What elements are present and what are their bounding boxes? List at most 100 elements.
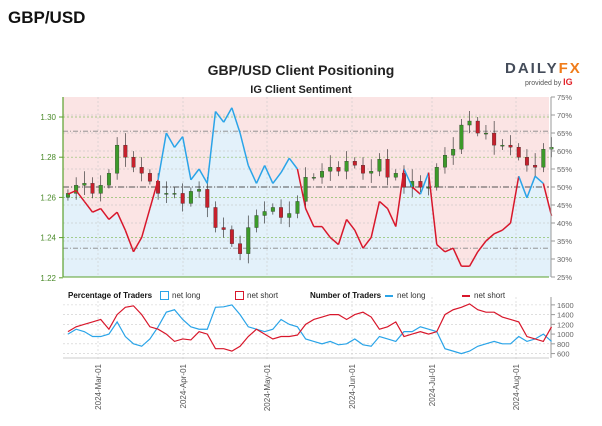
pct-tick-label: 35% (557, 237, 572, 246)
legend-num-title: Number of Traders (310, 291, 381, 300)
net-long-pct-segment (214, 110, 225, 123)
candle-body (467, 120, 472, 126)
logo-daily: DAILY (505, 60, 559, 77)
candle-body (90, 183, 95, 194)
candle-body (336, 167, 341, 172)
net-long-pct-segment (173, 136, 184, 148)
count-tick-label: 600 (557, 350, 570, 359)
date-tick-label: 2024-Apr-01 (179, 363, 188, 408)
legend-label: net long (172, 291, 201, 300)
candle-body (369, 171, 374, 174)
net-short-count-line (67, 303, 553, 352)
candle-body (508, 144, 513, 148)
candle-body (115, 144, 120, 174)
net-long-pct-segment (223, 107, 233, 123)
candle-body (279, 207, 283, 218)
net-long-pct-segment (452, 247, 463, 267)
net-long-pct-segment (231, 107, 241, 134)
candle-body (65, 193, 70, 198)
net-long-pct-segment (411, 186, 421, 195)
price-tick-label: 1.22 (40, 274, 56, 283)
net-long-pct-segment (493, 229, 503, 235)
candle-body (393, 173, 398, 178)
net-long-pct-segment (468, 251, 479, 267)
net-long-pct-segment (181, 136, 192, 180)
price-tick-label: 1.30 (40, 113, 56, 122)
net-long-pct-segment (272, 172, 282, 184)
net-long-pct-segment (75, 190, 85, 202)
net-long-pct-segment (534, 175, 544, 184)
candle-body (106, 173, 111, 186)
net-long-pct-segment (124, 229, 135, 253)
net-long-pct-segment (526, 175, 536, 199)
candle-body (385, 159, 390, 178)
legend-label: net short (474, 291, 506, 300)
net-long-pct-segment (419, 172, 430, 195)
net-long-pct-segment (444, 247, 454, 253)
date-tick-label: 2024-Mar-01 (94, 363, 103, 409)
date-tick-label: 2024-Jul-01 (428, 363, 437, 406)
pct-tick-label: 65% (557, 129, 572, 138)
candle-body (82, 183, 87, 186)
net-long-pct-segment (116, 211, 127, 231)
candle-body (418, 181, 423, 188)
net-long-pct-segment (436, 244, 446, 253)
candle-body (303, 177, 308, 202)
chart-title: GBP/USD Client Positioning (207, 62, 395, 78)
candle-body (492, 132, 497, 146)
net-long-pct-segment (542, 183, 553, 216)
pct-tick-label: 30% (557, 255, 572, 264)
candle-body (270, 207, 275, 212)
legend-num-short[interactable]: net short (462, 291, 505, 300)
count-tick-label: 800 (557, 340, 570, 349)
net-long-pct-segment (362, 236, 372, 249)
price-tick-label: 1.28 (40, 153, 56, 162)
long-line-icon (385, 294, 393, 297)
candle-body (500, 144, 505, 147)
pct-tick-label: 70% (557, 111, 572, 120)
net-long-pct-segment (149, 179, 159, 209)
candle-body (328, 167, 333, 172)
net-long-pct-segment (509, 176, 520, 224)
net-long-pct-segment (395, 168, 405, 227)
legend-pct-label: Percentage of Traders (68, 291, 153, 300)
ig-logo: IG (563, 77, 573, 87)
legend-pct-long[interactable]: net long (160, 291, 201, 301)
candle-body (131, 157, 136, 168)
candle-body (262, 211, 267, 216)
candle-body (352, 161, 357, 166)
net-long-pct-segment (280, 157, 290, 173)
provided-text: provided by (525, 80, 562, 87)
net-long-pct-segment (100, 208, 110, 220)
candle-body (361, 165, 365, 174)
candle-body (205, 189, 210, 208)
net-long-pct-segment (190, 168, 200, 181)
net-long-pct-segment (485, 233, 495, 242)
net-long-pct-segment (321, 226, 331, 238)
net-long-pct-segment (198, 168, 208, 184)
candle-body (549, 146, 554, 150)
candle-body (459, 124, 464, 150)
net-long-pct-segment (370, 201, 381, 238)
legend-num-long[interactable]: net long (385, 291, 425, 300)
candle-body (213, 207, 218, 228)
net-long-pct-segment (477, 240, 487, 253)
net-long-pct-segment (329, 236, 339, 246)
candle-body (344, 161, 349, 172)
legend-pct-short[interactable]: net short (235, 291, 278, 301)
chart-subtitle: IG Client Sentiment (250, 84, 352, 96)
candle-body (246, 227, 251, 254)
dailyfx-logo: DAILYFX (505, 60, 582, 77)
net-long-pct-segment (157, 132, 168, 180)
net-long-pct-segment (92, 207, 102, 213)
net-long-pct-segment (354, 229, 364, 249)
legend-num-label: Number of Traders (310, 291, 382, 300)
date-tick-label: 2024-May-01 (263, 363, 272, 411)
net-long-pct-segment (403, 168, 413, 188)
date-tick-label: 2024-Jun-01 (348, 363, 357, 408)
net-long-pct-segment (132, 237, 143, 253)
price-tick-label: 1.26 (40, 193, 56, 202)
long-swatch-icon (160, 291, 169, 301)
